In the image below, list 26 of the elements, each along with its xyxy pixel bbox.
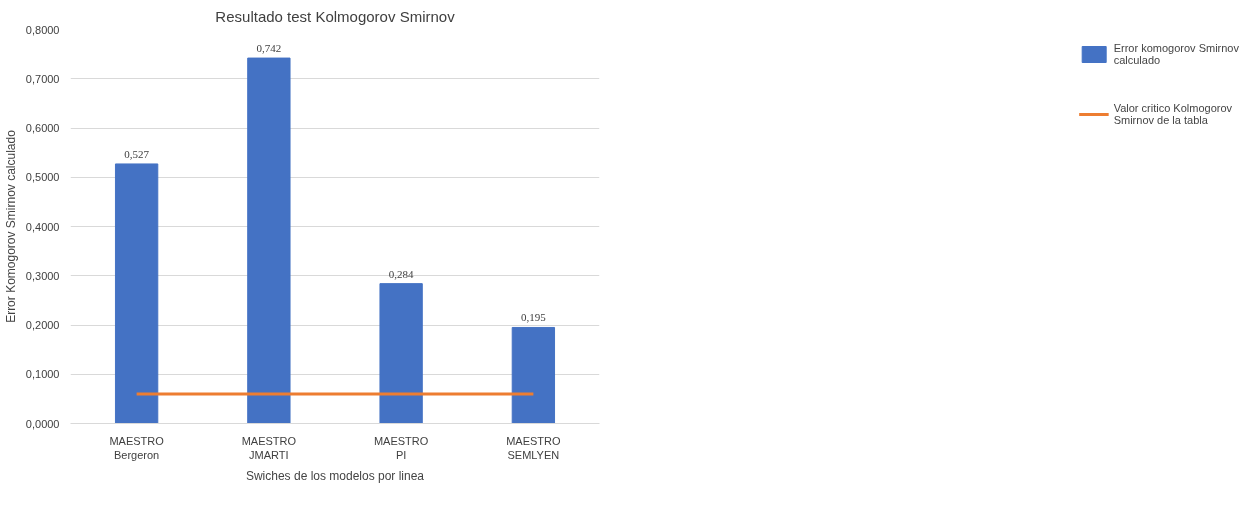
bar bbox=[379, 283, 423, 424]
data-label: 0,742 bbox=[256, 42, 282, 55]
y-tick-label: 0,1000 bbox=[25, 368, 60, 381]
x-tick-label: MAESTRO Bergeron bbox=[109, 434, 165, 461]
y-tick-label: 0,7000 bbox=[25, 72, 60, 85]
y-tick-label: 0,8000 bbox=[25, 23, 60, 36]
y-axis-title: Error Komogorov Smirnov calculado bbox=[3, 129, 18, 323]
data-label: 0,527 bbox=[124, 147, 150, 160]
x-axis-title: Swiches de los modelos por linea bbox=[245, 468, 425, 483]
y-tick-label: 0,4000 bbox=[25, 220, 60, 233]
y-tick-label: 0,5000 bbox=[25, 171, 60, 184]
x-tick-label: MAESTRO JMARTI bbox=[241, 434, 297, 461]
chart-title: Resultado test Kolmogorov Smirnov bbox=[215, 7, 456, 25]
x-tick-label: MAESTRO SEMLYEN bbox=[506, 434, 562, 461]
data-label: 0,195 bbox=[521, 311, 547, 324]
y-tick-label: 0,3000 bbox=[25, 269, 60, 282]
y-tick-label: 0,2000 bbox=[25, 319, 60, 331]
bar bbox=[114, 163, 159, 424]
bar bbox=[511, 326, 556, 424]
y-tick-label: 0,0000 bbox=[25, 417, 60, 430]
y-tick-label: 0,6000 bbox=[25, 122, 60, 134]
data-label: 0,284 bbox=[388, 267, 414, 280]
x-tick-label: MAESTRO PI bbox=[373, 434, 429, 461]
legend-label: Valor critico Kolmogorov Smirnov de la tabla bbox=[1113, 101, 1233, 128]
legend-label: Error komogorov Smirnov calculado bbox=[1113, 41, 1239, 68]
bar bbox=[247, 57, 291, 424]
